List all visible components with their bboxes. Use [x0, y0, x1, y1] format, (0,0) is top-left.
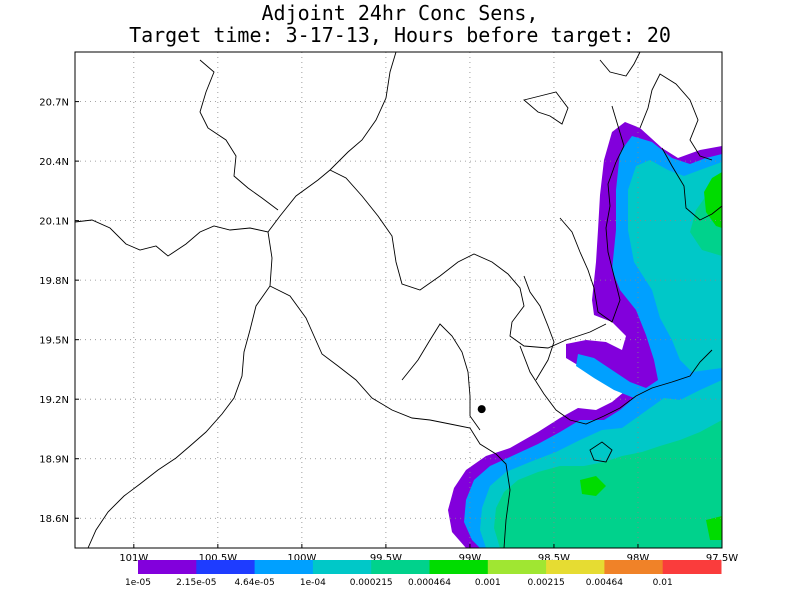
map-title-line1: Adjoint 24hr Conc Sens,	[261, 1, 539, 25]
lon-tick-label: 97.5W	[706, 553, 738, 564]
colorbar-label: 0.01	[653, 578, 673, 588]
border-line	[199, 59, 279, 211]
colorbar-swatch	[429, 560, 489, 574]
lon-tick-label: 100W	[287, 553, 316, 564]
colorbar-swatch	[487, 560, 547, 574]
colorbar-swatch	[196, 560, 256, 574]
colorbar-label: 4.64e-05	[234, 578, 274, 588]
border-line	[661, 147, 722, 221]
colorbar: 1e-05 2.15e-05 4.64e-05 1e-04 0.000215 0.0004…	[125, 560, 722, 588]
colorbar-swatch	[662, 560, 722, 574]
border-line	[589, 441, 613, 463]
border-line	[87, 231, 273, 548]
border-line	[75, 52, 397, 257]
lat-tick-label: 19.8N	[39, 276, 69, 287]
lat-tick-label: 20.7N	[39, 98, 69, 109]
border-line	[599, 52, 641, 77]
state-borders	[75, 52, 722, 548]
lat-tick-label: 18.9N	[39, 455, 69, 466]
latitude-axis: 20.7N 20.4N 20.1N 19.8N 19.5N 19.2N 18.9N 18.6N	[39, 98, 79, 525]
lon-tick-label: 100.5W	[199, 553, 238, 564]
target-point-marker	[477, 405, 486, 414]
colorbar-label: 0.00464	[586, 578, 623, 588]
lat-tick-label: 18.6N	[39, 514, 69, 525]
colorbar-swatch	[138, 560, 197, 574]
border-line	[269, 285, 511, 548]
colorbar-swatch	[371, 560, 430, 574]
colorbar-swatch	[604, 560, 664, 574]
border-line	[559, 105, 625, 323]
border-line	[329, 169, 607, 349]
colorbar-label: 0.001	[475, 578, 501, 588]
lat-tick-label: 19.2N	[39, 395, 69, 406]
lat-tick-label: 20.4N	[39, 157, 69, 168]
border-line	[519, 345, 713, 425]
border-line	[523, 275, 555, 381]
plot-frame	[74, 51, 723, 549]
lon-tick-label: 98.5W	[538, 553, 570, 564]
lon-tick-label: 101W	[119, 553, 148, 564]
longitude-axis: 101W 100.5W 100W 99.5W 99W 98.5W 98W 97.5W	[119, 544, 738, 564]
lon-tick-label: 99.5W	[370, 553, 402, 564]
colorbar-label: 1e-04	[300, 578, 326, 588]
colorbar-swatch	[546, 560, 605, 574]
shade-level5-east	[580, 172, 722, 540]
border-line	[639, 73, 713, 161]
map-title-line2: Target time: 3-17-13, Hours before targe…	[129, 23, 671, 47]
lat-tick-label: 20.1N	[39, 217, 69, 228]
colorbar-label: 2.15e-05	[176, 578, 216, 588]
colorbar-label: 1e-05	[125, 578, 151, 588]
colorbar-swatch	[312, 560, 372, 574]
colorbar-label: 0.000464	[408, 578, 451, 588]
lon-tick-label: 98W	[627, 553, 650, 564]
colorbar-label: 0.00215	[527, 578, 564, 588]
border-line	[523, 91, 569, 125]
lat-tick-label: 19.5N	[39, 336, 69, 347]
sensitivity-shading	[448, 122, 722, 548]
border-line	[401, 323, 481, 431]
colorbar-label: 0.000215	[350, 578, 393, 588]
lon-tick-label: 99W	[459, 553, 482, 564]
colorbar-swatch	[254, 560, 314, 574]
